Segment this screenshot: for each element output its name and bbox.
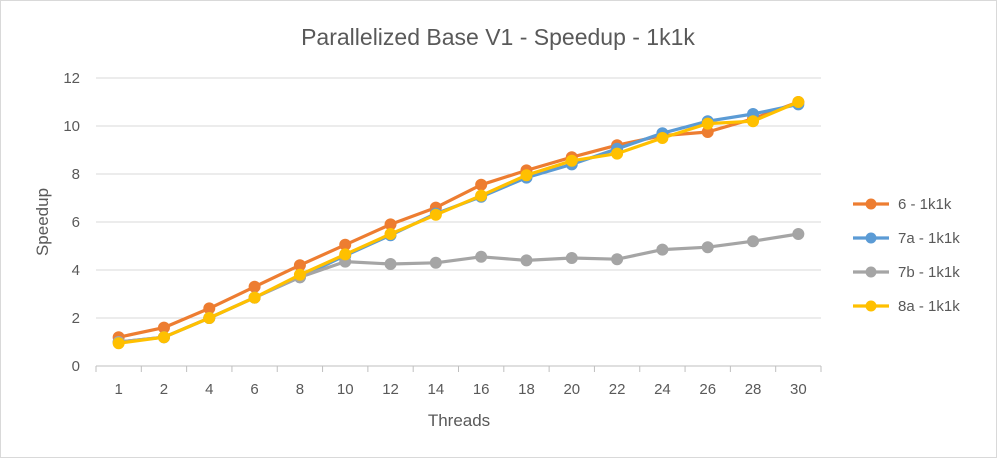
y-tick-label: 12 bbox=[63, 70, 80, 87]
y-tick-label: 8 bbox=[72, 166, 80, 183]
data-point bbox=[520, 254, 533, 267]
data-point bbox=[656, 132, 669, 144]
data-point bbox=[112, 337, 125, 350]
series-1 bbox=[112, 98, 805, 348]
y-tick-label: 4 bbox=[72, 262, 80, 279]
chart-title: Parallelized Base V1 - Speedup - 1k1k bbox=[301, 24, 695, 50]
data-point bbox=[429, 256, 442, 269]
x-tick-label: 26 bbox=[699, 381, 716, 398]
legend-swatch-marker bbox=[865, 266, 877, 278]
x-tick-label: 14 bbox=[428, 381, 445, 398]
data-point bbox=[157, 331, 170, 344]
gridlines bbox=[96, 77, 821, 319]
data-point bbox=[203, 312, 216, 324]
legend-label: 8a - 1k1k bbox=[898, 298, 960, 315]
legend-label: 6 - 1k1k bbox=[898, 196, 952, 213]
data-point bbox=[248, 280, 261, 293]
legend-label: 7a - 1k1k bbox=[898, 230, 960, 247]
data-point bbox=[339, 248, 352, 261]
x-tick-label: 6 bbox=[250, 381, 258, 398]
data-point bbox=[611, 253, 624, 266]
legend-swatch-marker bbox=[865, 198, 877, 210]
legend-item: 8a - 1k1k bbox=[853, 298, 960, 315]
series-line bbox=[117, 102, 800, 344]
data-point bbox=[701, 117, 714, 130]
data-point bbox=[611, 147, 624, 160]
data-point bbox=[429, 208, 442, 221]
data-point bbox=[565, 154, 578, 167]
series-2 bbox=[112, 228, 805, 348]
data-point bbox=[701, 241, 714, 254]
series-lines bbox=[112, 96, 805, 350]
series-line bbox=[117, 232, 800, 344]
y-axis-title: Speedup bbox=[33, 188, 52, 256]
data-point bbox=[656, 243, 669, 256]
data-point bbox=[565, 252, 578, 264]
legend-label: 7b - 1k1k bbox=[898, 264, 960, 281]
x-tick-label: 22 bbox=[609, 381, 626, 398]
x-tick-label: 18 bbox=[518, 381, 535, 398]
data-point bbox=[792, 228, 805, 240]
legend-swatch-marker bbox=[865, 300, 877, 312]
x-tick-label: 24 bbox=[654, 381, 671, 398]
y-tick-label: 6 bbox=[72, 214, 80, 231]
x-axis-title: Threads bbox=[428, 411, 490, 430]
x-tick-label: 28 bbox=[745, 381, 762, 398]
data-point bbox=[248, 291, 261, 304]
x-tick-label: 12 bbox=[382, 381, 399, 398]
x-tick-label: 1 bbox=[114, 381, 122, 398]
x-tick-label: 30 bbox=[790, 381, 807, 398]
series-0 bbox=[112, 96, 805, 344]
legend: 6 - 1k1k 7a - 1k1k 7b - 1k1k 8a - 1k1k bbox=[853, 196, 960, 315]
y-tick-label: 0 bbox=[72, 358, 80, 375]
data-point bbox=[293, 268, 306, 281]
x-tick-label: 2 bbox=[160, 381, 168, 398]
data-point bbox=[747, 235, 760, 248]
series-3 bbox=[112, 96, 805, 350]
legend-item: 6 - 1k1k bbox=[853, 196, 952, 213]
x-tick-label: 20 bbox=[563, 381, 580, 398]
legend-item: 7b - 1k1k bbox=[853, 264, 960, 281]
data-point bbox=[384, 258, 397, 270]
data-point bbox=[384, 228, 397, 240]
x-tick-label: 10 bbox=[337, 381, 354, 398]
data-point bbox=[475, 189, 488, 202]
data-point bbox=[520, 169, 533, 182]
series-line bbox=[117, 100, 800, 345]
x-tick-label: 16 bbox=[473, 381, 490, 398]
legend-swatch-marker bbox=[865, 232, 877, 244]
y-tick-label: 10 bbox=[63, 118, 80, 135]
series-line bbox=[117, 100, 800, 339]
x-tick-label: 4 bbox=[205, 381, 213, 398]
y-tick-label: 2 bbox=[72, 310, 80, 327]
data-point bbox=[747, 115, 760, 128]
x-tick-label: 8 bbox=[296, 381, 304, 398]
legend-item: 7a - 1k1k bbox=[853, 230, 960, 247]
data-point bbox=[475, 178, 488, 191]
data-point bbox=[475, 250, 488, 263]
data-point bbox=[792, 96, 805, 108]
